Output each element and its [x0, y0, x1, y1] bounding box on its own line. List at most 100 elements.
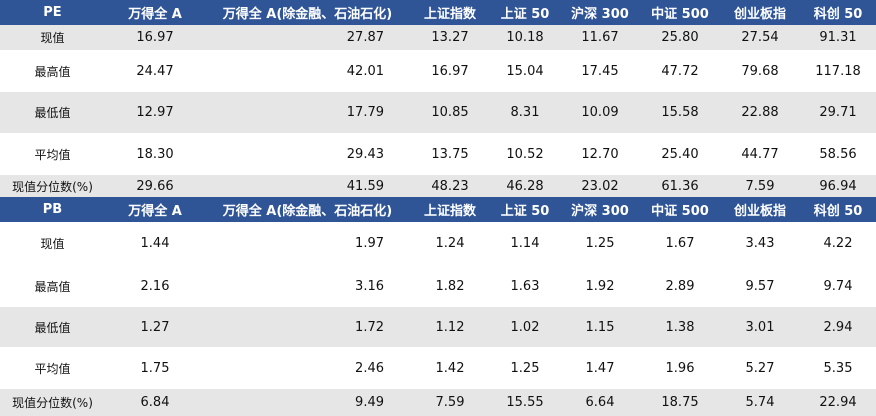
data-row: 最高值 2.16 3.16 1.82 1.63 1.92 2.89 9.57 9.74 [0, 265, 876, 307]
row-label: 平均值 [34, 361, 71, 376]
data-row: 最高值 24.47 42.01 16.97 15.04 17.45 47.72 79.68 11… [0, 50, 876, 92]
value-cell: 1.67 [665, 236, 695, 251]
data-row: 现值分位数(%) 6.84 9.49 7.59 15.55 6.64 18.75 5.74 22… [0, 389, 876, 416]
value-cell: 13.75 [431, 146, 469, 162]
value-cell: 27.87 [205, 25, 410, 50]
value-cell: 61.36 [640, 175, 720, 197]
value-cell: 29.43 [346, 146, 384, 162]
data-row: 平均值 18.30 29.43 13.75 10.52 12.70 25.40 44.77 58… [0, 133, 876, 175]
value-cell: 1.82 [435, 278, 465, 294]
header-cell: 万得全 A [105, 197, 205, 222]
data-row: 平均值 1.75 2.46 1.42 1.25 1.47 1.96 5.27 5.35 [0, 347, 876, 389]
value-cell: 23.02 [560, 175, 640, 197]
value-cell: 1.44 [140, 236, 170, 251]
value-cell: 1.14 [510, 236, 540, 251]
value-cell: 12.97 [105, 92, 205, 133]
value-cell: 1.38 [640, 307, 720, 347]
value-cell: 17.79 [205, 92, 410, 133]
row-label: 现值分位数(%) [0, 175, 105, 197]
value-cell: 2.16 [140, 278, 170, 294]
row-label: 现值 [40, 237, 65, 251]
value-cell: 22.88 [720, 92, 800, 133]
value-cell: 58.56 [819, 146, 857, 162]
value-cell: 1.25 [585, 236, 615, 251]
row-label: 最高值 [34, 279, 71, 294]
value-cell: 47.72 [661, 63, 699, 79]
header-row: PE 万得全 A 万得全 A(除金融、石油石化) 上证指数 上证 50 沪深 300 中证 … [0, 0, 876, 25]
value-cell: 5.74 [720, 389, 800, 416]
header-cell: 中证 500 [640, 0, 720, 25]
header-cell: PE [0, 0, 105, 25]
value-cell: 16.97 [431, 63, 469, 79]
value-cell: 1.92 [585, 278, 615, 294]
header-cell: 创业板指 [720, 0, 800, 25]
value-cell: 9.74 [823, 278, 853, 294]
value-cell: 46.28 [490, 175, 560, 197]
value-cell: 1.24 [435, 236, 465, 251]
header-cell: 万得全 A [105, 0, 205, 25]
data-row: 现值分位数(%) 29.66 41.59 48.23 46.28 23.02 61.36 7.… [0, 175, 876, 197]
value-cell: 29.66 [105, 175, 205, 197]
value-cell: 2.89 [665, 278, 695, 294]
value-cell: 15.55 [490, 389, 560, 416]
value-cell: 44.77 [741, 146, 779, 162]
header-cell: 科创 50 [800, 0, 876, 25]
value-cell: 1.97 [355, 236, 384, 251]
row-label: 平均值 [34, 147, 71, 162]
value-cell: 3.43 [745, 236, 775, 251]
value-cell: 1.42 [435, 360, 465, 376]
value-cell: 117.18 [815, 63, 861, 79]
value-cell: 25.80 [640, 25, 720, 50]
data-row: 现值 1.44 1.97 1.24 1.14 1.25 1.67 3.43 4.22 [0, 222, 876, 265]
header-row: PB 万得全 A 万得全 A(除金融、石油石化) 上证指数 上证 50 沪深 300 中证 … [0, 197, 876, 222]
value-cell: 24.47 [136, 63, 174, 79]
value-cell: 4.22 [823, 236, 853, 251]
value-cell: 1.96 [665, 360, 695, 376]
value-cell: 1.25 [510, 360, 540, 376]
row-label: 最高值 [34, 64, 71, 79]
value-cell: 22.94 [800, 389, 876, 416]
value-cell: 1.12 [410, 307, 490, 347]
value-cell: 96.94 [800, 175, 876, 197]
data-row: 最低值 1.27 1.72 1.12 1.02 1.15 1.38 3.01 2.94 [0, 307, 876, 347]
header-cell: 上证 50 [490, 0, 560, 25]
value-cell: 1.63 [510, 278, 540, 294]
value-cell: 1.27 [105, 307, 205, 347]
header-cell: 万得全 A(除金融、石油石化) [205, 197, 410, 222]
header-cell: 沪深 300 [560, 197, 640, 222]
value-cell: 2.46 [355, 360, 384, 376]
value-cell: 8.31 [490, 92, 560, 133]
value-cell: 13.27 [410, 25, 490, 50]
value-cell: 1.02 [490, 307, 560, 347]
row-label: 现值 [0, 25, 105, 50]
value-cell: 11.67 [560, 25, 640, 50]
data-row: 现值 16.97 27.87 13.27 10.18 11.67 25.80 27.54 91.… [0, 25, 876, 50]
value-cell: 7.59 [720, 175, 800, 197]
value-cell: 10.52 [506, 146, 544, 162]
header-cell: 上证指数 [410, 0, 490, 25]
value-cell: 3.01 [720, 307, 800, 347]
value-cell: 6.84 [105, 389, 205, 416]
value-cell: 91.31 [800, 25, 876, 50]
header-cell: 沪深 300 [560, 0, 640, 25]
value-cell: 10.18 [490, 25, 560, 50]
value-cell: 25.40 [661, 146, 699, 162]
value-cell: 18.30 [136, 146, 174, 162]
value-cell: 5.27 [745, 360, 775, 376]
value-cell: 17.45 [581, 63, 619, 79]
value-cell: 29.71 [800, 92, 876, 133]
header-cell: 上证 50 [490, 197, 560, 222]
header-cell: 万得全 A(除金融、石油石化) [205, 0, 410, 25]
row-label: 现值分位数(%) [0, 389, 105, 416]
value-cell: 9.57 [745, 278, 775, 294]
value-cell: 10.85 [410, 92, 490, 133]
header-cell: 创业板指 [720, 197, 800, 222]
value-cell: 79.68 [741, 63, 779, 79]
row-label: 最低值 [0, 92, 105, 133]
value-cell: 48.23 [410, 175, 490, 197]
value-cell: 18.75 [640, 389, 720, 416]
value-cell: 16.97 [105, 25, 205, 50]
value-cell: 1.47 [585, 360, 615, 376]
